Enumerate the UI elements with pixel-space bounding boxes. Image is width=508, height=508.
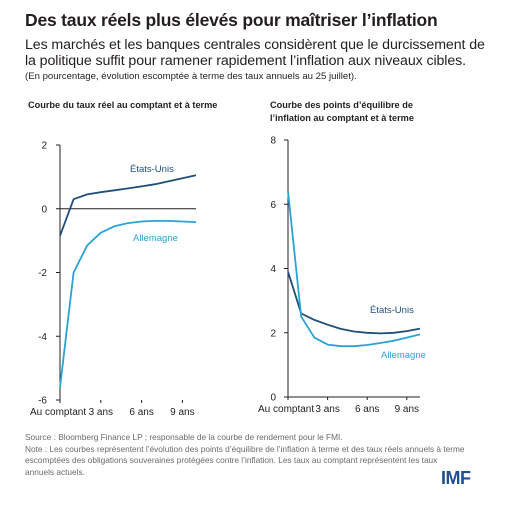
right-x-tick-label: 9 ans [395, 404, 419, 415]
right-y-tick-label: 6 [270, 200, 276, 211]
right-series-line-0 [287, 271, 421, 335]
left-x-tick-label: 3 ans [89, 407, 113, 418]
source-note: Source : Bloomberg Finance LP ; responsa… [25, 432, 465, 478]
left-x-tick-label: 6 ans [129, 407, 153, 418]
left-y-tick-label: -6 [38, 396, 47, 407]
right-x-tick-label: Au comptant [258, 404, 314, 415]
left-x-tick-label: Au comptant [30, 407, 86, 418]
left-series-label-1: Allemagne [133, 233, 178, 244]
source-text: Source : Bloomberg Finance LP ; responsa… [25, 432, 343, 442]
left-series-label-0: États-Unis [130, 164, 174, 175]
right-series-label-0: États-Unis [370, 305, 414, 316]
page-title: Des taux réels plus élevés pour maîtrise… [25, 10, 438, 30]
left-y-tick-label: -4 [38, 332, 47, 343]
left-series-line-0 [59, 174, 197, 237]
right-series-line-1 [287, 191, 421, 348]
imf-logo: IMF [441, 468, 471, 488]
right-y-tick-label: 4 [270, 264, 276, 275]
right-y-tick-label: 0 [270, 393, 276, 404]
right-series-label-1: Allemagne [381, 350, 426, 361]
page-subtitle: Les marchés et les banques centrales con… [25, 37, 485, 69]
left-y-tick-label: -2 [38, 268, 47, 279]
right-x-tick-label: 3 ans [315, 404, 339, 415]
left-y-tick-label: 2 [41, 141, 47, 152]
left-series-line-1 [59, 219, 197, 388]
right-x-tick-label: 6 ans [355, 404, 379, 415]
left-chart-title: Courbe du taux réel au comptant et à ter… [28, 100, 218, 110]
right-chart-title: Courbe des points d’équilibre de l’infla… [270, 100, 414, 123]
right-y-tick-label: 8 [270, 136, 276, 147]
left-x-tick-label: 9 ans [170, 407, 194, 418]
methodology-note: Note : Les courbes représentent l’évolut… [25, 443, 465, 477]
right-y-tick-label: 2 [270, 328, 276, 339]
units-note: (En pourcentage, évolution escomptée à t… [25, 71, 357, 82]
left-y-tick-label: 0 [41, 204, 47, 215]
